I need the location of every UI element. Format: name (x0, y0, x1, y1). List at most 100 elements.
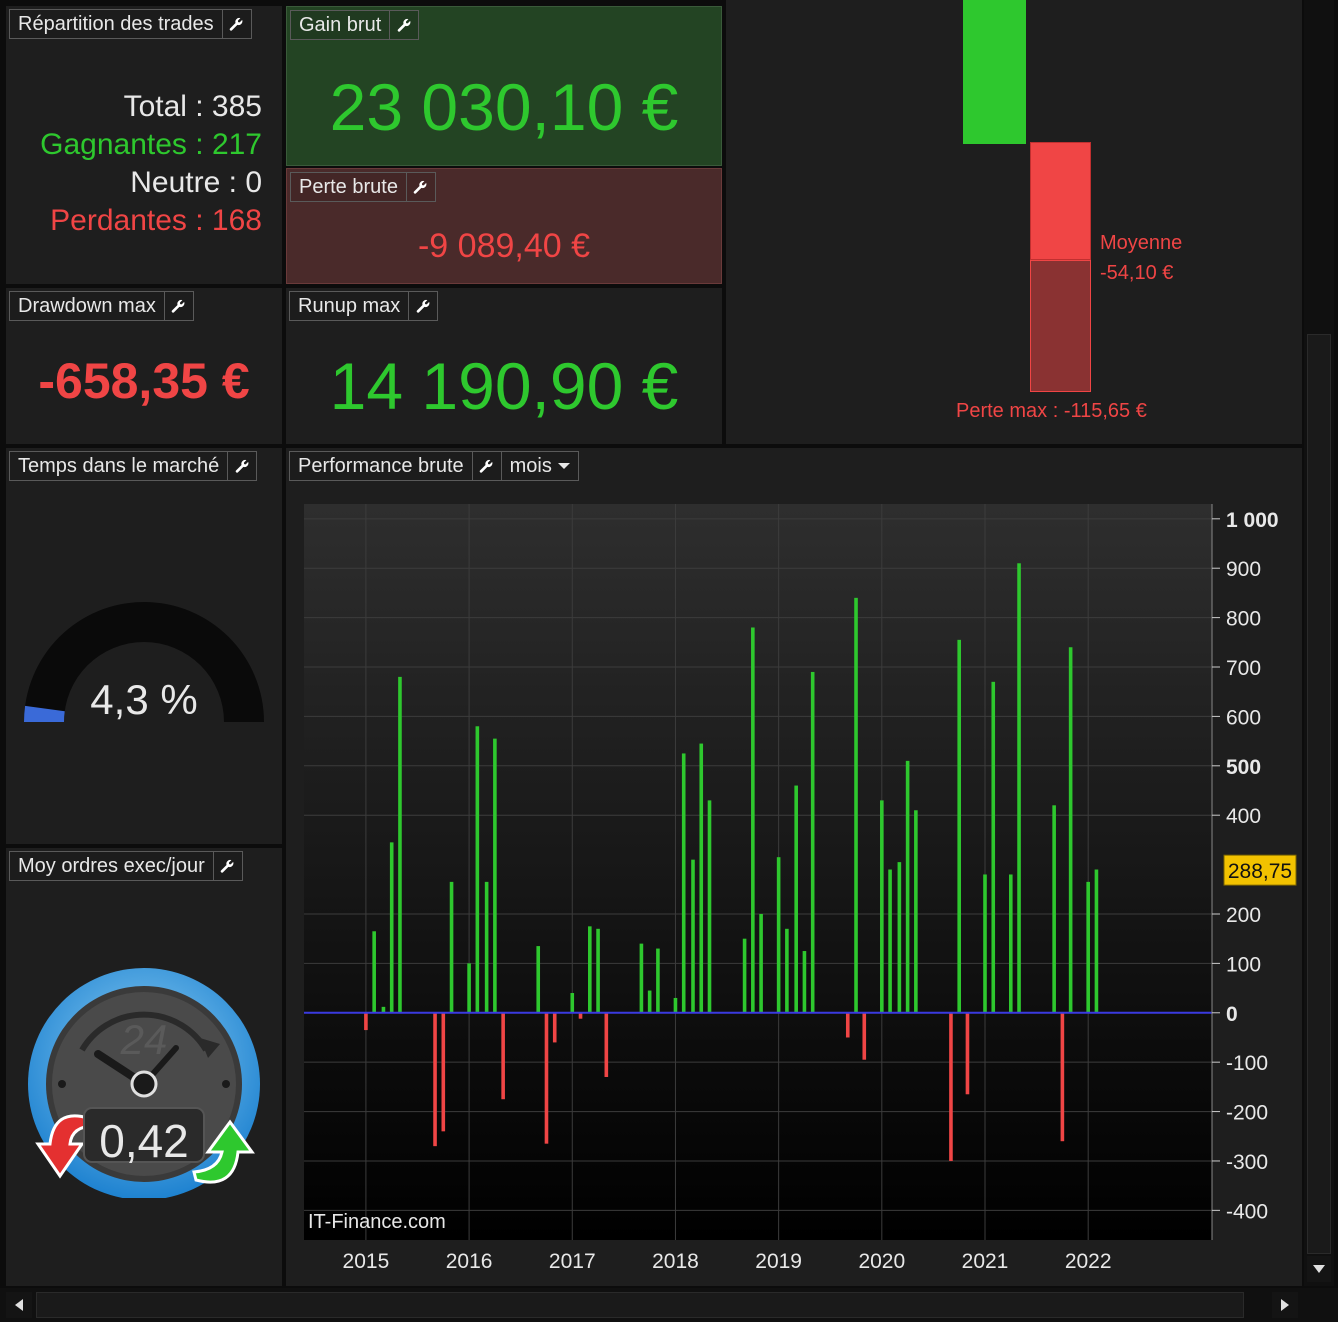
loss-bar-mark (441, 1012, 446, 1132)
gain-bar-mark (776, 857, 781, 1013)
gain-bar-mark (570, 993, 575, 1013)
loss-bar-mark (604, 1012, 609, 1077)
y-tick-label: 100 (1226, 953, 1261, 976)
runup-header: Runup max (289, 291, 439, 321)
gain-bar-mark (785, 928, 789, 1013)
gain-bar-mark (794, 785, 798, 1013)
vertical-scrollbar[interactable] (1304, 0, 1334, 1286)
y-tick-label: 600 (1226, 706, 1261, 729)
gain-bar-mark (493, 738, 497, 1013)
wrench-icon[interactable] (408, 292, 437, 320)
drawdown-title: Drawdown max (18, 295, 156, 317)
gain-bar-mark (588, 926, 592, 1013)
gain-bar-mark (751, 627, 755, 1013)
plot-area (304, 504, 1212, 1240)
x-tick-label: 2016 (446, 1250, 493, 1273)
repartition-header: Répartition des trades (9, 9, 252, 39)
vertical-scrollbar-thumb[interactable] (1307, 334, 1331, 1254)
loss-max-bar (1030, 260, 1091, 392)
loss-bar-mark (578, 1012, 583, 1019)
gain-bar-mark (1052, 805, 1056, 1013)
gain-bar-mark (1017, 563, 1021, 1013)
current-value-label: 288,75 (1228, 860, 1292, 883)
gain-bar-mark (888, 869, 892, 1013)
y-tick-label: 800 (1226, 608, 1261, 631)
wrench-icon[interactable] (389, 11, 418, 39)
wrench-icon[interactable] (227, 452, 256, 480)
gain-bar-mark (381, 1006, 386, 1013)
y-tick-label: -200 (1226, 1102, 1268, 1125)
gain-bar-mark (475, 726, 480, 1013)
chart-watermark: IT-Finance.com (308, 1211, 446, 1233)
x-tick-label: 2017 (549, 1250, 596, 1273)
gain-bar-mark (484, 881, 489, 1013)
x-tick-label: 2021 (962, 1250, 1009, 1273)
repartition-title: Répartition des trades (18, 13, 214, 35)
gain-bar-mark (389, 842, 394, 1013)
winning-trades: Gagnantes : 217 (40, 128, 262, 161)
gain-brut-value: 23 030,10 € (329, 70, 679, 144)
perte-brute-header: Perte brute (290, 172, 436, 202)
loss-bar-mark (552, 1012, 557, 1043)
gain-bar-mark (681, 753, 686, 1013)
gain-bar-mark (449, 881, 454, 1013)
wrench-icon[interactable] (212, 852, 242, 880)
chevron-down-icon (557, 463, 570, 469)
x-tick-label: 2020 (858, 1250, 905, 1273)
runup-title: Runup max (298, 295, 401, 317)
x-tick-label: 2018 (652, 1250, 699, 1273)
gain-bar-mark (1008, 874, 1013, 1013)
gain-bar-mark (699, 743, 704, 1013)
performance-chart: 1 000900800700600500400288,752001000-100… (304, 504, 1297, 1273)
gain-bar-mark (707, 800, 712, 1013)
wrench-icon[interactable] (221, 10, 251, 38)
loss-bar-mark (364, 1012, 368, 1031)
loss-avg-bar (1030, 142, 1091, 260)
horizontal-scrollbar-thumb[interactable] (36, 1292, 1244, 1318)
horizontal-scrollbar[interactable] (0, 1288, 1338, 1322)
x-tick-label: 2019 (755, 1250, 802, 1273)
gain-bar-mark (742, 938, 747, 1013)
loss-bar-mark (544, 1012, 549, 1144)
perte-brute-value: -9 089,40 € (417, 227, 591, 265)
scroll-left-button[interactable] (6, 1292, 32, 1318)
dial-hour-label: 24 (120, 1016, 168, 1063)
gain-loss-bars-panel: Moyenne -54,10 € Perte max : -115,65 € (726, 0, 1302, 444)
loss-bar-mark (501, 1012, 505, 1100)
scroll-right-button[interactable] (1272, 1292, 1298, 1318)
y-tick-label: -400 (1226, 1200, 1268, 1223)
gain-bar-mark (398, 676, 402, 1013)
moy-ordres-header: Moy ordres exec/jour (9, 851, 243, 881)
scroll-down-button[interactable] (1307, 1256, 1331, 1282)
gain-bar-mark (914, 810, 918, 1013)
loss-bar-mark (433, 1012, 437, 1147)
moy-ordres-panel: Moy ordres exec/jour 24 0,42 (6, 848, 282, 1286)
gain-bar-mark (905, 760, 910, 1013)
gain-bar-mark (656, 948, 660, 1013)
drawdown-panel: Drawdown max -658,35 € (6, 288, 282, 444)
gain-bar-mark (897, 862, 902, 1013)
gain-bar-mark (639, 943, 644, 1013)
y-tick-label: 0 (1226, 1003, 1238, 1026)
wrench-icon[interactable] (471, 452, 501, 480)
period-dropdown[interactable]: mois (500, 452, 578, 480)
loss-bar-mark (1060, 1012, 1065, 1142)
perte-brute-panel: Perte brute -9 089,40 € (286, 168, 722, 284)
gain-bar-mark (802, 951, 807, 1013)
wrench-icon[interactable] (163, 292, 193, 320)
y-tick-label: 500 (1226, 756, 1261, 779)
gain-brut-panel: Gain brut 23 030,10 € (286, 6, 722, 166)
wrench-icon[interactable] (405, 173, 435, 201)
gain-bar-mark (647, 990, 652, 1013)
y-tick-label: 700 (1226, 657, 1261, 680)
moyenne-label: Moyenne (1100, 232, 1183, 254)
moy-ordres-value: 0,42 (99, 1115, 189, 1167)
repartition-panel: Répartition des trades Total : 385 Gagna… (6, 6, 282, 284)
y-tick-label: 200 (1226, 904, 1261, 927)
gain-bar-mark (759, 913, 763, 1013)
period-dropdown-value: mois (509, 455, 552, 477)
y-tick-label: -100 (1226, 1052, 1268, 1075)
performance-panel: Performance brute mois 1 000 900 800 700 600… (286, 448, 1302, 1286)
gain-brut-title: Gain brut (299, 14, 382, 36)
gauge-fill (24, 705, 65, 722)
